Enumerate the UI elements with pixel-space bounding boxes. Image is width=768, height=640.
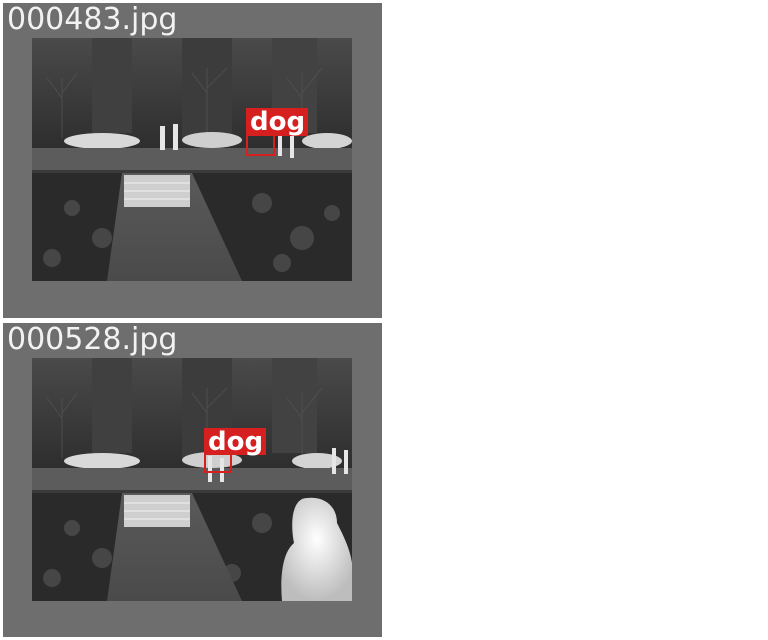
image-filename: 000528.jpg (7, 322, 178, 357)
detection-label: dog (204, 428, 266, 456)
result-tile-1: 000483.jpg (3, 2, 382, 318)
detection-box (246, 134, 275, 156)
detection-label: dog (246, 108, 308, 136)
result-tile-2: 000528.jpg (3, 322, 382, 637)
image-filename: 000483.jpg (7, 2, 178, 37)
thermal-scene (32, 358, 352, 601)
thermal-image: dog (32, 38, 352, 281)
thermal-scene (32, 38, 352, 281)
thermal-image: dog (32, 358, 352, 601)
